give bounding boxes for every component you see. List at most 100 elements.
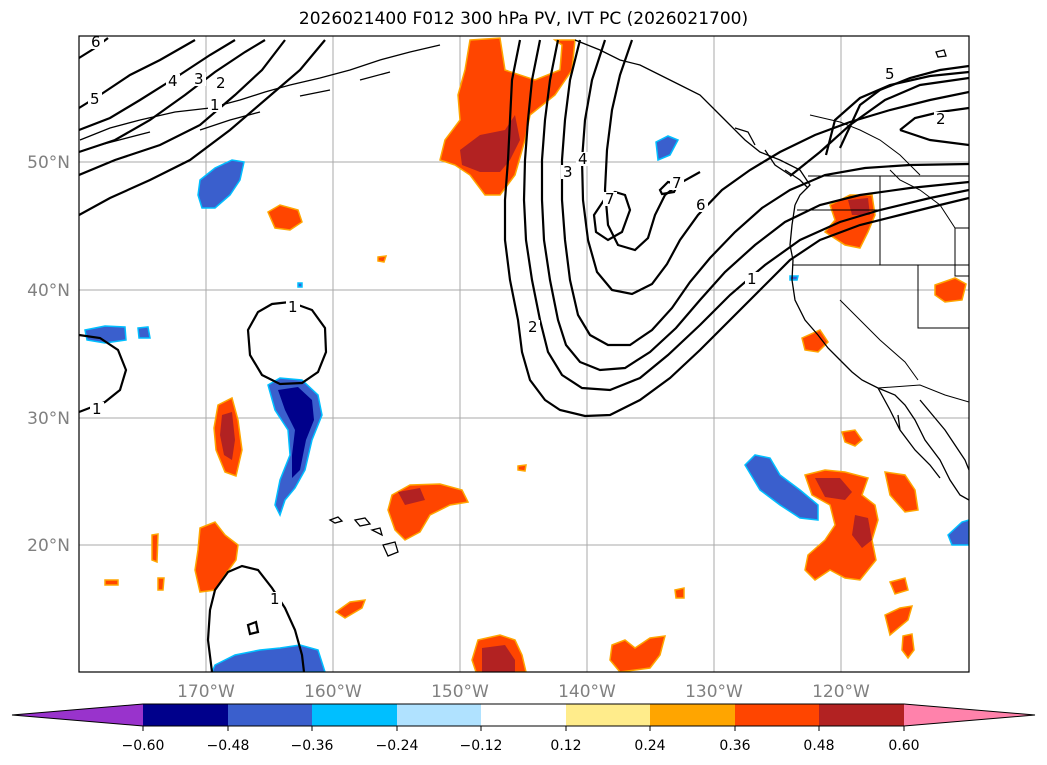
- border-us-mexico: [877, 384, 969, 403]
- contour-label: 4: [578, 150, 588, 168]
- coast-aleutians: [79, 44, 441, 146]
- shade-mexico-core: [815, 478, 852, 500]
- colorbar-tick-label: 0.60: [888, 738, 919, 754]
- contour-label: 3: [194, 70, 204, 88]
- shade-mexico-d: [884, 605, 914, 637]
- shade-neg-nw: [197, 159, 245, 209]
- boundaries: [793, 114, 969, 403]
- shade-sw-dot: [104, 579, 119, 586]
- contour-label: 2: [936, 110, 946, 128]
- shade-hawaii-n-core: [398, 488, 425, 505]
- shade-neg-w2: [137, 326, 151, 339]
- colorbar-segment: [228, 704, 312, 726]
- contour-label: 1: [210, 96, 220, 114]
- contour-main-6: [603, 39, 701, 252]
- colorbar-tick-label: −0.24: [376, 738, 419, 754]
- coastlines: [79, 39, 969, 557]
- coast-alaska: [574, 39, 811, 206]
- contour-label: 6: [91, 33, 101, 51]
- coast-hawaii-3: [370, 527, 384, 537]
- lon-label: 170°W: [177, 682, 235, 702]
- contour-label: 1: [747, 270, 757, 288]
- colorbar-segment: [566, 704, 650, 726]
- contour-label: 1: [92, 400, 102, 418]
- shade-mexico-b: [884, 471, 919, 513]
- shade-baja-small: [841, 429, 864, 447]
- colorbar-segment: [143, 704, 228, 726]
- contour-label: 2: [528, 318, 538, 336]
- shade-tiny-3: [674, 587, 685, 599]
- shade-ca-coast: [801, 329, 829, 353]
- map-title: 2026021400 F012 300 hPa PV, IVT PC (2026…: [298, 9, 749, 29]
- contour-label: 6: [696, 196, 706, 214]
- coast-mexico-mainland: [919, 399, 969, 471]
- shade-mexico-e: [901, 633, 915, 660]
- colorbar-tick-label: −0.12: [460, 738, 503, 754]
- shade-mexico-a: [804, 469, 879, 581]
- contour-nw-4: [79, 39, 236, 132]
- colorbar-segment: [819, 704, 904, 726]
- colorbar-extend-low: [12, 704, 143, 726]
- border-ut: [954, 227, 969, 277]
- lon-label: 130°W: [685, 682, 743, 702]
- lon-label: 160°W: [304, 682, 362, 702]
- colorbar-tick-label: 0.12: [550, 738, 581, 754]
- shade-or-core: [848, 198, 870, 215]
- latitude-axis: 50°N 40°N 30°N 20°N: [27, 153, 70, 556]
- lon-label: 120°W: [812, 682, 870, 702]
- shade-neg-ak: [655, 135, 680, 162]
- shade-south-b: [609, 635, 667, 672]
- contour-label: 7: [672, 174, 682, 192]
- contour-closed-1: [246, 300, 328, 386]
- border-ca-nv: [839, 299, 919, 381]
- contour-label: 5: [885, 65, 895, 83]
- colorbar-tick-label: −0.60: [122, 738, 165, 754]
- contour-main-4: [560, 39, 969, 347]
- contour-west-1: [79, 333, 128, 414]
- coast-bc-islands: [734, 127, 791, 176]
- shade-sw-small: [151, 533, 159, 564]
- shade-sw-dot2: [157, 577, 165, 591]
- colorbar-tick-label: 0.36: [719, 738, 750, 754]
- colorbar-tick-label: −0.48: [207, 738, 250, 754]
- lat-label: 40°N: [27, 281, 70, 301]
- shade-nv: [934, 277, 967, 303]
- colorbar-tick-label: −0.36: [291, 738, 334, 754]
- shade-neg-w: [84, 325, 127, 344]
- contour-label: 4: [168, 72, 178, 90]
- coast-hawaii-2: [353, 517, 372, 527]
- shade-neg-east: [744, 454, 819, 521]
- contour-main-5: [580, 39, 969, 296]
- border-bc-ab: [889, 169, 956, 229]
- contour-nw-1: [79, 39, 326, 216]
- contour-small-closed: [246, 620, 260, 636]
- shade-small-1: [267, 204, 303, 231]
- contour-east-2: [899, 106, 969, 131]
- colorbar-segment: [735, 704, 819, 726]
- contour-nw-2: [79, 39, 286, 177]
- colorbar-extend-high: [904, 704, 1035, 726]
- shade-mexico-core2: [852, 515, 872, 548]
- contour-main-3: [540, 39, 969, 372]
- border-nv: [917, 264, 969, 329]
- lon-label: 140°W: [558, 682, 616, 702]
- shade-south-a-core: [482, 645, 515, 672]
- colorbar-tick-label: 0.24: [634, 738, 665, 754]
- contour-label: 2: [216, 74, 226, 92]
- shade-tiny-2: [517, 464, 527, 472]
- colorbar-segment: [650, 704, 735, 726]
- shade-mexico-c: [888, 577, 909, 595]
- shade-neg-tiny2: [789, 275, 799, 281]
- shade-west-pac-core: [220, 412, 235, 460]
- contour-label: 5: [90, 90, 100, 108]
- contour-main-2: [522, 39, 969, 392]
- shade-neg-trough-core: [278, 387, 314, 478]
- lat-label: 20°N: [27, 536, 70, 556]
- pv-negative-shading: [84, 135, 969, 672]
- lat-label: 50°N: [27, 153, 70, 173]
- contour-label: 1: [270, 590, 280, 608]
- contour-south-1: [206, 564, 306, 672]
- coast-hawaii-1: [328, 516, 344, 524]
- colorbar-segment: [312, 704, 397, 726]
- shade-gulf-alaska-core: [460, 115, 520, 172]
